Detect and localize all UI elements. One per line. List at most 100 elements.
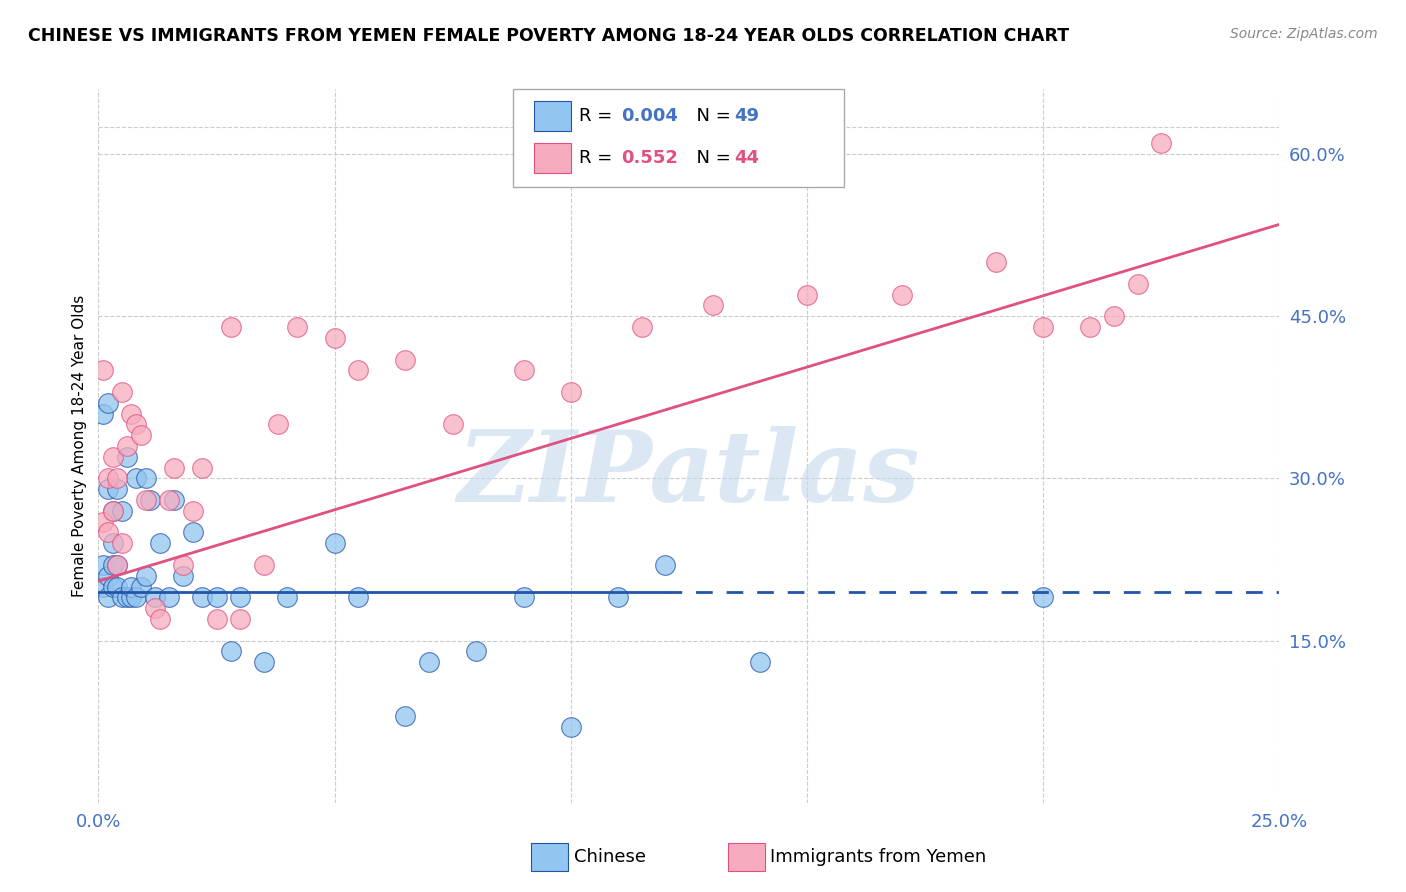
- Point: [512, 363, 534, 377]
- Point: [91, 407, 114, 421]
- Point: [163, 460, 186, 475]
- Point: [115, 591, 138, 605]
- Point: [105, 558, 128, 572]
- Point: [984, 255, 1007, 269]
- Point: [205, 591, 228, 605]
- Point: [560, 720, 582, 734]
- Point: [101, 504, 124, 518]
- Point: [97, 482, 120, 496]
- Text: 49: 49: [734, 107, 759, 125]
- Point: [97, 591, 120, 605]
- Point: [129, 580, 152, 594]
- Point: [796, 287, 818, 301]
- Text: Immigrants from Yemen: Immigrants from Yemen: [770, 848, 987, 866]
- Point: [101, 580, 124, 594]
- Point: [172, 568, 194, 582]
- Point: [125, 471, 148, 485]
- Point: [229, 612, 252, 626]
- Text: R =: R =: [579, 149, 619, 167]
- Text: N =: N =: [685, 149, 737, 167]
- Point: [702, 298, 724, 312]
- Point: [101, 558, 124, 572]
- Point: [394, 709, 416, 723]
- Point: [1080, 320, 1102, 334]
- Point: [1032, 320, 1054, 334]
- Point: [111, 536, 134, 550]
- Point: [111, 384, 134, 399]
- Point: [418, 655, 440, 669]
- Point: [121, 591, 143, 605]
- Point: [91, 363, 114, 377]
- Point: [101, 450, 124, 464]
- Point: [205, 612, 228, 626]
- Point: [253, 655, 276, 669]
- Text: Source: ZipAtlas.com: Source: ZipAtlas.com: [1230, 27, 1378, 41]
- Text: 0.552: 0.552: [621, 149, 678, 167]
- Point: [97, 568, 120, 582]
- Point: [560, 384, 582, 399]
- Point: [323, 331, 346, 345]
- Point: [1102, 310, 1125, 324]
- Point: [111, 504, 134, 518]
- Point: [143, 591, 166, 605]
- Point: [347, 363, 370, 377]
- Point: [135, 568, 157, 582]
- Point: [97, 525, 120, 540]
- Point: [135, 471, 157, 485]
- Point: [191, 460, 214, 475]
- Point: [253, 558, 276, 572]
- Text: CHINESE VS IMMIGRANTS FROM YEMEN FEMALE POVERTY AMONG 18-24 YEAR OLDS CORRELATIO: CHINESE VS IMMIGRANTS FROM YEMEN FEMALE …: [28, 27, 1069, 45]
- Point: [512, 591, 534, 605]
- Point: [115, 450, 138, 464]
- Point: [91, 515, 114, 529]
- Point: [125, 417, 148, 432]
- Text: R =: R =: [579, 107, 619, 125]
- Point: [105, 558, 128, 572]
- Point: [163, 493, 186, 508]
- Point: [191, 591, 214, 605]
- Text: 44: 44: [734, 149, 759, 167]
- Point: [654, 558, 676, 572]
- Point: [91, 558, 114, 572]
- Point: [890, 287, 912, 301]
- Point: [157, 493, 180, 508]
- Point: [97, 471, 120, 485]
- Point: [630, 320, 652, 334]
- Point: [172, 558, 194, 572]
- Point: [115, 439, 138, 453]
- Point: [149, 536, 172, 550]
- Point: [748, 655, 770, 669]
- Point: [97, 396, 120, 410]
- Point: [181, 504, 204, 518]
- Point: [105, 482, 128, 496]
- Point: [1126, 277, 1149, 291]
- Point: [181, 525, 204, 540]
- Point: [229, 591, 252, 605]
- Point: [1032, 591, 1054, 605]
- Point: [394, 352, 416, 367]
- Point: [285, 320, 308, 334]
- Point: [101, 504, 124, 518]
- Point: [135, 493, 157, 508]
- Text: 0.004: 0.004: [621, 107, 678, 125]
- Point: [323, 536, 346, 550]
- Point: [125, 591, 148, 605]
- Point: [91, 580, 114, 594]
- Point: [149, 612, 172, 626]
- Point: [111, 591, 134, 605]
- Text: Chinese: Chinese: [574, 848, 645, 866]
- Y-axis label: Female Poverty Among 18-24 Year Olds: Female Poverty Among 18-24 Year Olds: [72, 295, 87, 597]
- Point: [219, 320, 242, 334]
- Point: [465, 644, 488, 658]
- Point: [347, 591, 370, 605]
- Point: [129, 428, 152, 442]
- Text: ZIPatlas: ZIPatlas: [458, 426, 920, 523]
- Point: [441, 417, 464, 432]
- Point: [105, 580, 128, 594]
- Point: [105, 471, 128, 485]
- Point: [139, 493, 162, 508]
- Point: [276, 591, 298, 605]
- Point: [121, 580, 143, 594]
- Point: [219, 644, 242, 658]
- Point: [121, 407, 143, 421]
